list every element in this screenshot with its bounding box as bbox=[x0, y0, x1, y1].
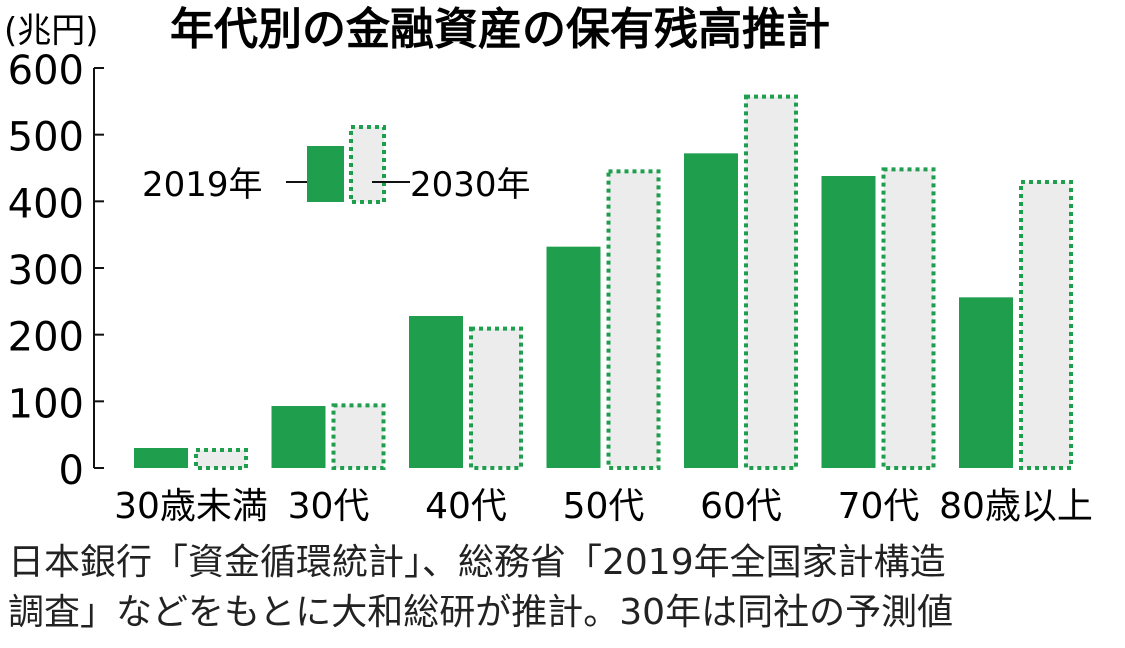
unit-label: (兆円) bbox=[4, 11, 99, 51]
y-tick-label: 100 bbox=[8, 381, 84, 427]
bar-2030-2 bbox=[469, 326, 523, 470]
bar-2019-2 bbox=[409, 316, 463, 468]
y-axis: 0 100 200 300 400 500 600 bbox=[8, 48, 104, 494]
y-tick-label: 500 bbox=[8, 115, 84, 161]
x-axis-labels: 30歳未満 30代 40代 50代 60代 70代 80歳以上 bbox=[114, 486, 1093, 527]
bar-2019-1 bbox=[271, 406, 326, 468]
legend-label-2030: 2030年 bbox=[410, 165, 531, 205]
bars bbox=[134, 94, 1073, 471]
bar-2019-4 bbox=[684, 153, 738, 469]
x-tick-label: 70代 bbox=[838, 486, 920, 527]
bar-2030-3 bbox=[606, 169, 661, 470]
legend-swatch-2030 bbox=[349, 125, 386, 204]
bar-2019-5 bbox=[821, 176, 876, 468]
x-tick-label: 50代 bbox=[563, 486, 645, 527]
bar-2019-0 bbox=[134, 448, 188, 468]
legend-swatch-2019 bbox=[307, 146, 344, 202]
x-tick-label: 30歳未満 bbox=[114, 486, 268, 527]
legend-label-2019: 2019年 bbox=[142, 165, 263, 205]
source-note-line-1: 日本銀行「資金循環統計」、総務省「2019年全国家計構造 bbox=[8, 542, 946, 583]
y-tick-label: 0 bbox=[59, 448, 84, 494]
bar-2019-6 bbox=[959, 297, 1013, 468]
y-tick-label: 400 bbox=[8, 181, 84, 227]
bar-2030-0 bbox=[194, 448, 248, 470]
y-tick-label: 200 bbox=[8, 315, 84, 361]
bar-2030-4 bbox=[744, 94, 798, 471]
bar-2030-1 bbox=[331, 403, 386, 471]
x-tick-label: 60代 bbox=[700, 486, 782, 527]
bar-chart: (兆円) 年代別の金融資産の保有残高推計 0 100 200 300 400 500 600… bbox=[4, 4, 1093, 527]
x-tick-label: 30代 bbox=[288, 486, 370, 527]
y-tick-label: 300 bbox=[8, 248, 84, 294]
x-tick-label: 80歳以上 bbox=[939, 486, 1093, 527]
x-tick-label: 40代 bbox=[425, 486, 507, 527]
y-tick-label: 600 bbox=[8, 48, 84, 94]
bar-2030-6 bbox=[1019, 180, 1073, 470]
bar-2019-3 bbox=[546, 246, 601, 468]
chart-title: 年代別の金融資産の保有残高推計 bbox=[170, 4, 830, 55]
legend: 2019年 2030年 bbox=[142, 125, 531, 205]
source-note-line-2: 調査」などをもとに大和総研が推計。30年は同社の予測値 bbox=[8, 592, 954, 633]
bar-2030-5 bbox=[881, 167, 936, 470]
